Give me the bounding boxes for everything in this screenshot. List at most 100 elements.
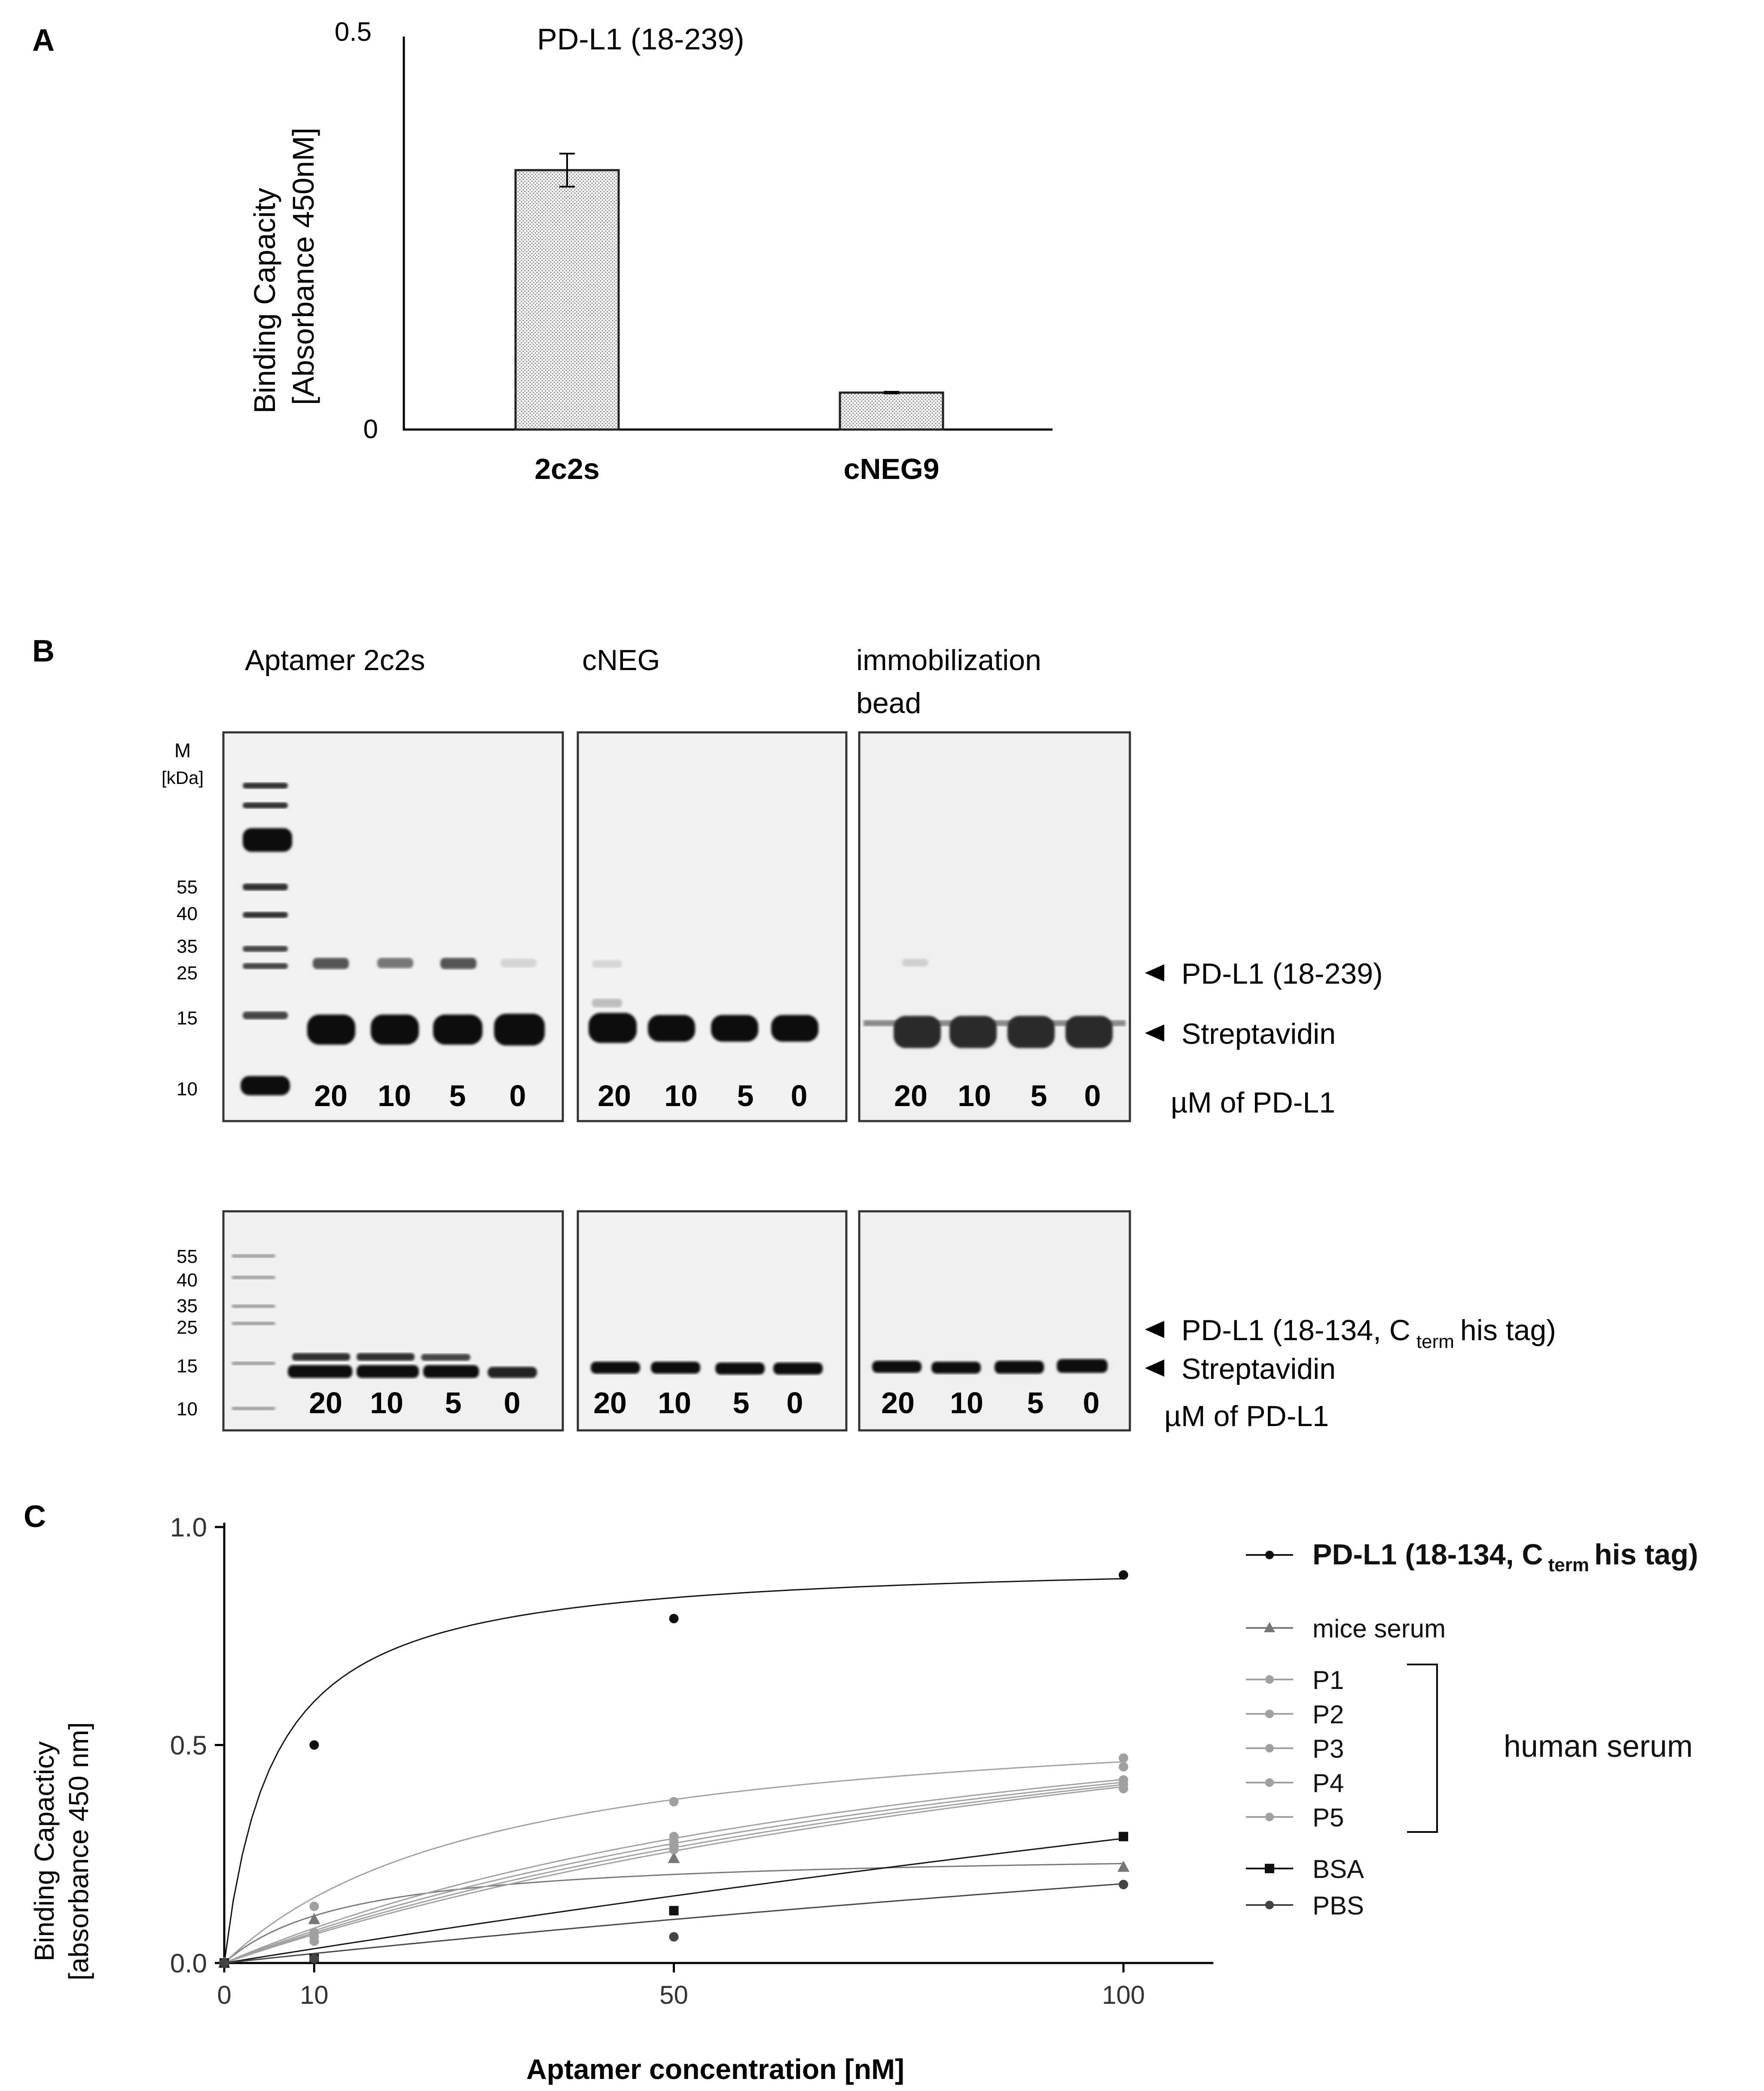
top-bead-strep-band-10 [949,1016,997,1048]
top-marker-label-35: 35 [177,936,198,957]
bottom-marker-label-10: 10 [177,1399,198,1420]
gel-header-bead: bead [856,687,921,719]
point-p5-10 [309,1936,319,1946]
gel-header-immobilization: immobilization [856,644,1041,677]
bottom-gel-bead [858,1210,1131,1432]
bottom-gel-row: 55 40 35 25 15 10 20 [177,1210,1556,1433]
chart-a-ytick-zero: 0 [363,415,378,444]
bottom-gel-cneg [577,1210,848,1432]
chart-a-bar-cneg9 [839,391,944,431]
chart-a-ylabel-line1: Binding Capacity [248,188,281,413]
top-bead-lane-label-10: 10 [958,1079,991,1113]
top-bead-strep-band-5 [1007,1016,1055,1048]
top-marker-band-25 [243,963,288,969]
bottom-marker-label-35: 35 [177,1295,198,1317]
chart-c-ylabel-line2: [absorbance 450 nm] [63,1722,94,1980]
point-mice-50 [668,1852,680,1863]
chart-c-ylabel-line1: Binding Capacticy [29,1741,60,1961]
top-arrow-label-pdl1: PD-L1 (18-239) [1181,957,1383,990]
chart-c-ytick-label: 0.0 [170,1949,207,1978]
bottom-cneg-strep-band-10 [651,1362,700,1374]
legend-marker [1265,1901,1274,1909]
bottom-marker-band-25 [232,1322,275,1325]
bottom-aptamer-pdl1-band-10 [357,1353,415,1361]
bottom-arrow-pdl1-icon [1145,1321,1164,1338]
legend-label-p2: P2 [1312,1700,1344,1729]
chart-a-xtick-cneg9: cNEG9 [844,453,940,485]
top-aptamer-pdl1-band-20 [313,958,349,969]
top-aptamer-lane-label-0: 0 [510,1079,526,1113]
chart-a-errorbar-cneg9 [884,391,899,394]
bottom-cneg-strep-band-5 [715,1363,765,1375]
bottom-cneg-strep-band-0 [773,1363,823,1375]
top-aptamer-pdl1-band-5 [440,958,476,969]
point-pd-l1-100 [1119,1570,1128,1580]
bottom-marker-band-55 [232,1254,275,1258]
top-gel-cneg [577,731,848,1122]
point-p5-100 [1119,1784,1128,1793]
bottom-bead-lane-label-5: 5 [1027,1386,1044,1420]
top-cneg-lane-label-20: 20 [598,1079,631,1113]
legend-marker [1264,1622,1275,1632]
top-cneg-strep-band-20 [589,1013,637,1043]
top-marker-label-55: 55 [177,877,198,898]
top-gel-row: 55 40 35 25 15 10 [177,731,1383,1122]
bottom-unit-label: µM of PD-L1 [1164,1400,1329,1433]
point-pbs-100 [1119,1880,1128,1890]
legend-marker [1265,1710,1274,1718]
panel-b-gels: Aptamer 2c2s cNEG immobilization bead M … [162,644,1556,1433]
bottom-aptamer-pdl1-band-20 [292,1353,350,1361]
bottom-cneg-lane-label-0: 0 [787,1386,803,1420]
marker-header-kda: [kDa] [162,768,204,788]
point-mice-10 [308,1913,320,1924]
bottom-aptamer-strep-band-10 [357,1365,419,1378]
legend-marker [1265,1744,1274,1753]
bottom-marker-label-15: 15 [177,1356,198,1377]
top-aptamer-pdl1-band-10 [377,958,413,968]
fit-curve-pbs [224,1883,1124,1964]
top-aptamer-lane-label-20: 20 [314,1079,348,1113]
top-marker-label-15: 15 [177,1008,198,1029]
point-pbs-10 [309,1954,319,1963]
fit-curve-pd-l1 [223,1578,1124,1963]
chart-a-xtick-2c2s: 2c2s [534,453,599,485]
point-bsa-50 [669,1906,679,1916]
chart-c-xtick-label: 100 [1102,1981,1145,2009]
top-cneg-faint-band-20 [592,960,622,968]
chart-c-axes: 0.0 0.5 1.0 0 10 50 100 [170,1513,1214,2009]
legend-label-p1: P1 [1312,1666,1344,1695]
top-gel-aptamer [222,731,564,1122]
top-aptamer-strep-band-20 [307,1015,355,1045]
fit-curve-bsa [224,1838,1124,1964]
bottom-gel-aptamer [222,1210,564,1432]
top-bead-pdl1-faint-20 [902,959,928,966]
top-marker-band-55 [243,884,288,890]
top-marker-band-40 [243,912,288,918]
bottom-arrow-label-streptavidin: Streptavidin [1181,1353,1336,1385]
top-cneg-strep-band-0 [771,1015,818,1042]
legend-label-bsa: BSA [1312,1855,1364,1884]
top-marker-band-2 [243,802,288,808]
bottom-marker-label-40: 40 [177,1270,198,1291]
bottom-arrow-strep-icon [1145,1359,1164,1377]
bottom-cneg-strep-band-20 [591,1362,640,1374]
legend-marker [1265,1551,1274,1559]
bottom-bead-strep-band-10 [931,1362,981,1374]
bottom-marker-band-35 [232,1305,275,1308]
top-marker-band-10 [241,1076,290,1095]
legend-marker [1265,1778,1274,1787]
top-cneg-lane-label-10: 10 [664,1079,698,1113]
point-mice-100 [1117,1860,1129,1872]
bottom-aptamer-strep-band-0 [488,1367,537,1378]
top-bead-strep-band-0 [1065,1016,1113,1048]
top-cneg-lane-label-0: 0 [791,1079,808,1113]
legend-group-label-human-serum: human serum [1504,1729,1693,1764]
top-marker-band-3 [243,828,292,852]
bottom-marker-band-40 [232,1276,275,1279]
point-pbs-0 [220,1958,229,1968]
chart-c-points [218,1570,1129,1968]
bottom-aptamer-lane-label-20: 20 [309,1386,342,1420]
bottom-bead-lane-label-10: 10 [950,1386,983,1420]
